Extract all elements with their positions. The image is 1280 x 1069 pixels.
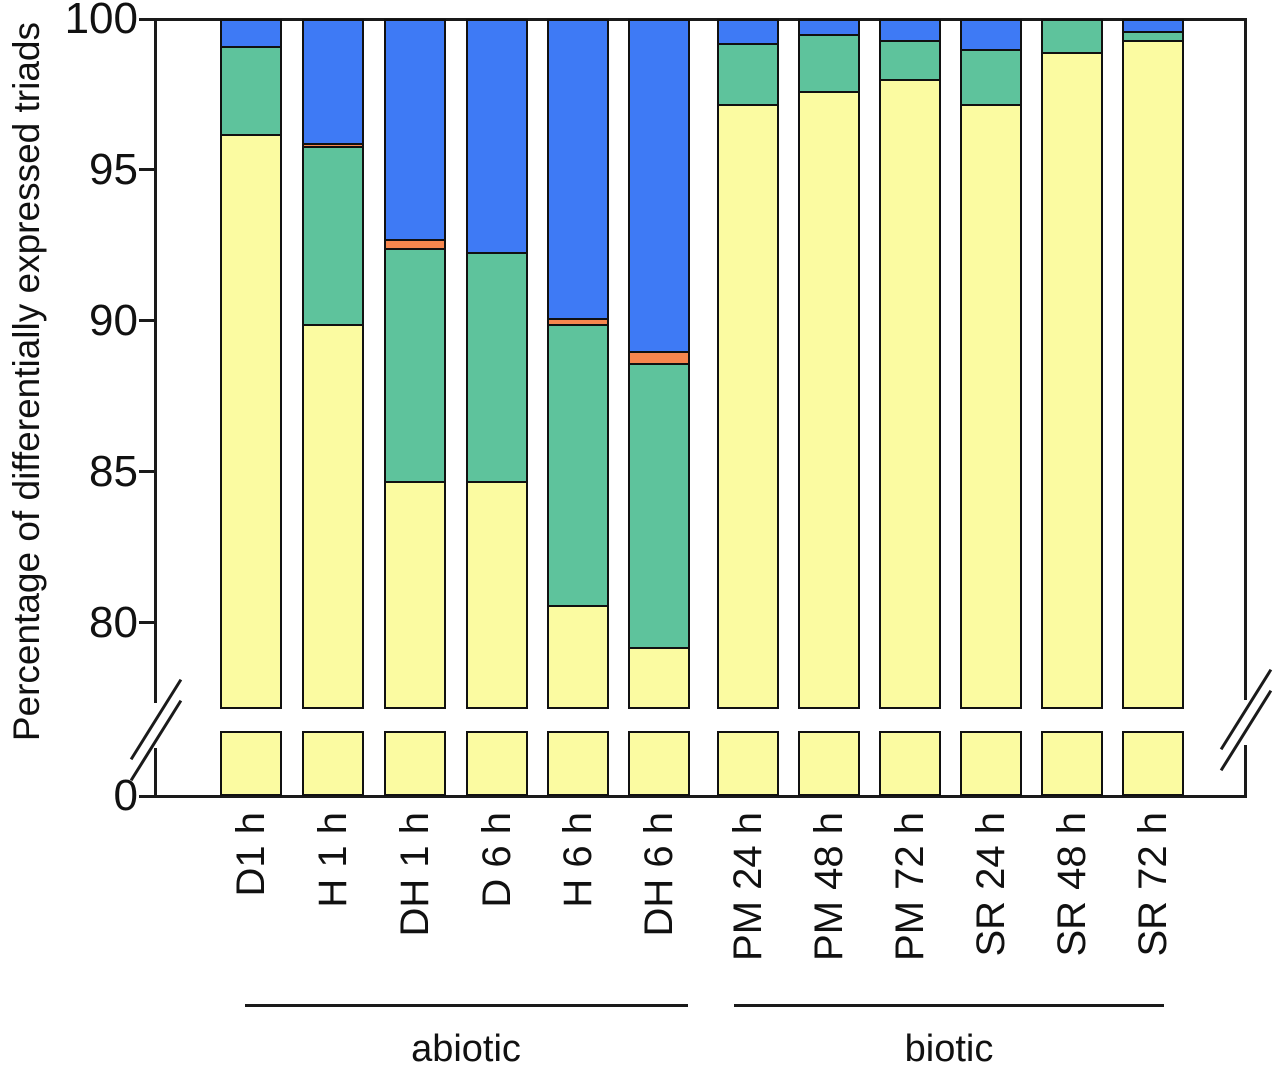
right-axis-line bbox=[1243, 745, 1247, 798]
y-tick-label: 90 bbox=[89, 295, 138, 345]
segment-blue bbox=[468, 21, 526, 254]
y-tick-label: 85 bbox=[89, 446, 138, 496]
bar-stub-sr-72-h bbox=[1122, 731, 1184, 796]
bar-stub-d-6-h bbox=[466, 731, 528, 796]
abiotic-group-label: abiotic bbox=[411, 1028, 521, 1069]
segment-green bbox=[1043, 21, 1101, 55]
segment-blue bbox=[1124, 21, 1182, 34]
segment-green bbox=[549, 325, 607, 607]
segment-blue bbox=[549, 21, 607, 320]
segment-blue bbox=[630, 21, 688, 354]
segment-green bbox=[962, 51, 1020, 106]
segment-green bbox=[719, 45, 777, 106]
bar-stub-sr-48-h bbox=[1041, 731, 1103, 796]
x-tick-label: SR 24 h bbox=[969, 812, 1013, 957]
bar-pm-24-h bbox=[717, 19, 779, 709]
biotic-group-label: biotic bbox=[904, 1028, 994, 1069]
segment-green bbox=[800, 36, 858, 94]
x-tick-label: D 6 h bbox=[475, 812, 519, 908]
bar-sr-72-h bbox=[1122, 19, 1184, 709]
x-tick-label: SR 72 h bbox=[1131, 812, 1175, 957]
y-tick bbox=[139, 470, 155, 474]
bar-sr-48-h bbox=[1041, 19, 1103, 709]
y-tick bbox=[139, 621, 155, 625]
segment-blue bbox=[800, 21, 858, 37]
right-axis-line bbox=[1243, 17, 1247, 700]
bar-h-1-h bbox=[302, 19, 364, 709]
segment-blue bbox=[719, 21, 777, 46]
bar-pm-72-h bbox=[879, 19, 941, 709]
y-axis-line bbox=[153, 17, 157, 703]
bar-d1-h bbox=[220, 19, 282, 709]
segment-orange bbox=[304, 144, 362, 148]
bar-stub-dh-6-h bbox=[628, 731, 690, 796]
x-tick-label: DH 1 h bbox=[393, 812, 437, 937]
bar-stub-d1-h bbox=[220, 731, 282, 796]
y-tick-label: 100 bbox=[64, 0, 138, 43]
y-axis-line bbox=[153, 748, 157, 798]
bar-stub-pm-72-h bbox=[879, 731, 941, 796]
x-tick-label: PM 24 h bbox=[726, 812, 770, 961]
bar-sr-24-h bbox=[960, 19, 1022, 709]
abiotic-group-line bbox=[245, 1004, 688, 1007]
segment-orange bbox=[549, 319, 607, 326]
segment-orange bbox=[630, 353, 688, 366]
segment-green bbox=[386, 250, 444, 483]
bar-pm-48-h bbox=[798, 19, 860, 709]
x-tick-label: DH 6 h bbox=[637, 812, 681, 937]
segment-green bbox=[630, 365, 688, 650]
x-tick-label: D1 h bbox=[229, 812, 273, 897]
bar-stub-dh-1-h bbox=[384, 731, 446, 796]
bar-dh-1-h bbox=[384, 19, 446, 709]
x-tick-label: H 6 h bbox=[556, 812, 600, 908]
bar-stub-sr-24-h bbox=[960, 731, 1022, 796]
y-tick-label: 80 bbox=[89, 597, 138, 647]
bar-stub-pm-48-h bbox=[798, 731, 860, 796]
segment-green bbox=[304, 147, 362, 326]
bar-stub-h-6-h bbox=[547, 731, 609, 796]
x-tick-label: H 1 h bbox=[311, 812, 355, 908]
biotic-group-line bbox=[734, 1004, 1164, 1007]
bar-stub-h-1-h bbox=[302, 731, 364, 796]
segment-green bbox=[468, 253, 526, 483]
y-tick bbox=[139, 168, 155, 172]
bar-h-6-h bbox=[547, 19, 609, 709]
segment-blue bbox=[304, 21, 362, 145]
segment-blue bbox=[962, 21, 1020, 52]
segment-green bbox=[881, 42, 939, 82]
segment-blue bbox=[881, 21, 939, 43]
y-tick-label: 0 bbox=[113, 771, 138, 820]
top-axis-line bbox=[153, 17, 1247, 21]
segment-green bbox=[222, 48, 280, 136]
x-tick-label: PM 72 h bbox=[888, 812, 932, 961]
bar-stub-pm-24-h bbox=[717, 731, 779, 796]
y-tick-label: 95 bbox=[89, 144, 138, 194]
x-axis-line bbox=[153, 794, 1247, 798]
y-tick bbox=[139, 319, 155, 323]
bar-d-6-h bbox=[466, 19, 528, 709]
x-tick-label: SR 48 h bbox=[1050, 812, 1094, 957]
segment-orange bbox=[386, 241, 444, 251]
y-tick bbox=[139, 17, 155, 21]
segment-green bbox=[1124, 33, 1182, 43]
y-tick bbox=[139, 794, 155, 798]
segment-blue bbox=[222, 21, 280, 49]
bar-dh-6-h bbox=[628, 19, 690, 709]
segment-blue bbox=[386, 21, 444, 242]
x-tick-label: PM 48 h bbox=[807, 812, 851, 961]
